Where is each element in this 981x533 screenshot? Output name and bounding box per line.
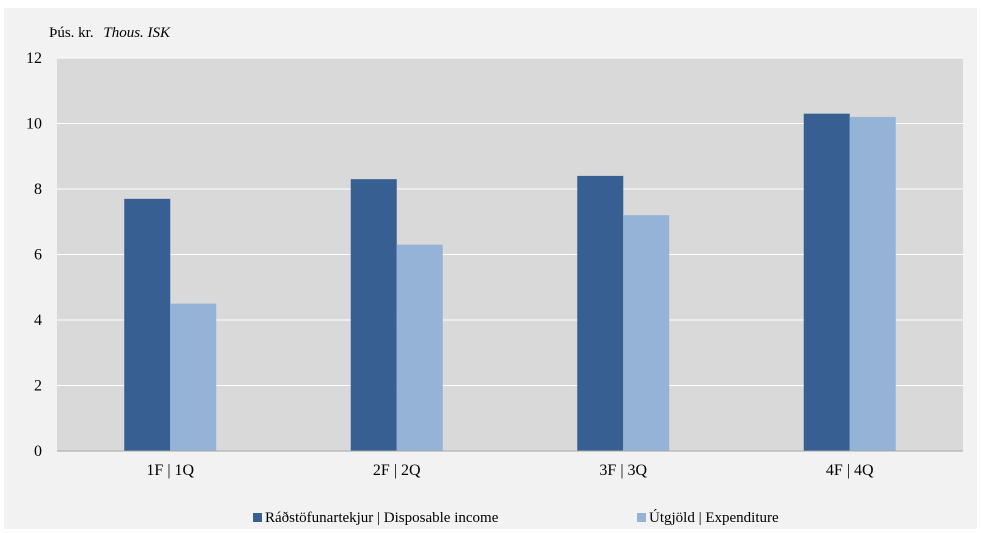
y-tick-label: 8	[34, 181, 42, 198]
bar-expenditure	[849, 116, 896, 451]
y-tick-label: 12	[26, 50, 42, 67]
x-tick-label: 1F | 1Q	[146, 462, 194, 479]
bar-disposable-income	[350, 179, 397, 452]
legend: Ráðstöfunartekjur | Disposable income Útg…	[253, 509, 779, 526]
bar-expenditure	[170, 303, 217, 451]
y-axis-ticks: 0 2 4 6 8 10 12	[26, 50, 42, 460]
bars	[124, 113, 896, 452]
bar-expenditure	[623, 215, 670, 451]
legend-label: Útgjöld | Expenditure	[649, 509, 779, 526]
y-tick-label: 10	[26, 116, 42, 133]
bar-expenditure	[396, 244, 443, 451]
bar-disposable-income	[577, 175, 624, 451]
y-tick-label: 0	[34, 443, 42, 460]
y-unit-label: Þús. kr. Thous. ISK	[49, 25, 171, 41]
x-tick-label: 3F | 3Q	[599, 462, 647, 479]
x-axis-ticks: 1F | 1Q 2F | 2Q 3F | 3Q 4F | 4Q	[146, 462, 874, 479]
bar-disposable-income	[124, 198, 171, 451]
y-tick-label: 6	[34, 247, 42, 264]
legend-swatch	[253, 513, 262, 522]
bar-disposable-income	[803, 113, 850, 452]
x-tick-label: 4F | 4Q	[826, 462, 874, 479]
x-tick-label: 2F | 2Q	[373, 462, 421, 479]
legend-label: Ráðstöfunartekjur | Disposable income	[265, 510, 499, 526]
legend-swatch	[637, 513, 646, 522]
y-tick-label: 2	[34, 378, 42, 395]
y-tick-label: 4	[34, 312, 42, 329]
